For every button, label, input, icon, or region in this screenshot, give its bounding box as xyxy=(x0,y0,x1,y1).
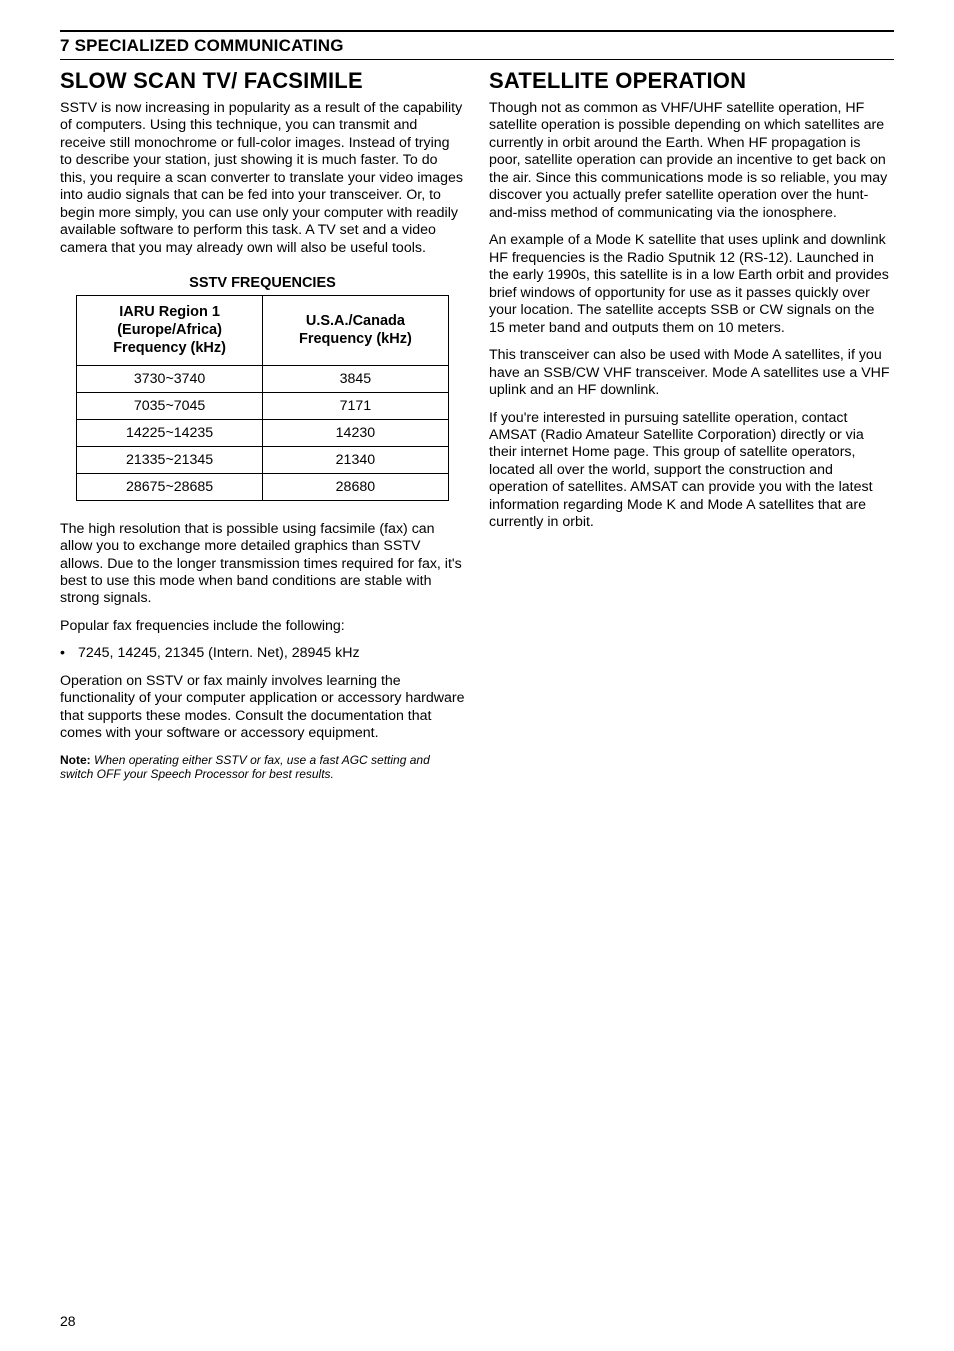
sstv-paragraph-4: Operation on SSTV or fax mainly involves… xyxy=(60,673,465,743)
freq-cell: 21335~21345 xyxy=(77,446,263,473)
sstv-paragraph-1: SSTV is now increasing in popularity as … xyxy=(60,100,465,257)
th-line: Frequency (kHz) xyxy=(113,340,226,356)
header-rule-top xyxy=(60,30,894,32)
sat-paragraph-1: Though not as common as VHF/UHF satellit… xyxy=(489,100,894,222)
heading-satellite: SATELLITE OPERATION xyxy=(489,68,894,94)
fax-frequencies-bullet: 7245, 14245, 21345 (Intern. Net), 28945 … xyxy=(60,645,465,662)
th-line: IARU Region 1 xyxy=(119,304,220,320)
freq-cell: 3730~3740 xyxy=(77,365,263,392)
sat-paragraph-4: If you're interested in pursuing satelli… xyxy=(489,410,894,532)
sstv-paragraph-3: Popular fax frequencies include the foll… xyxy=(60,618,465,635)
freq-cell: 7171 xyxy=(263,392,449,419)
table-row: 14225~14235 14230 xyxy=(77,419,449,446)
note-text: When operating either SSTV or fax, use a… xyxy=(60,753,430,781)
table-row: 3730~3740 3845 xyxy=(77,365,449,392)
heading-sstv: SLOW SCAN TV/ FACSIMILE xyxy=(60,68,465,94)
sstv-table-title: SSTV FREQUENCIES xyxy=(60,275,465,291)
table-row: 28675~28685 28680 xyxy=(77,473,449,500)
table-header-row: IARU Region 1 (Europe/Africa) Frequency … xyxy=(77,296,449,365)
table-row: 7035~7045 7171 xyxy=(77,392,449,419)
freq-cell: 28680 xyxy=(263,473,449,500)
freq-cell: 21340 xyxy=(263,446,449,473)
note-label: Note: xyxy=(60,753,91,767)
freq-cell: 7035~7045 xyxy=(77,392,263,419)
th-line: Frequency (kHz) xyxy=(299,331,412,347)
sat-paragraph-2: An example of a Mode K satellite that us… xyxy=(489,232,894,337)
chapter-title: 7 SPECIALIZED COMMUNICATING xyxy=(60,35,894,59)
freq-cell: 14225~14235 xyxy=(77,419,263,446)
page-number: 28 xyxy=(60,1313,76,1329)
table-header-iaru: IARU Region 1 (Europe/Africa) Frequency … xyxy=(77,296,263,365)
header-rule-bottom xyxy=(60,59,894,60)
sstv-note: Note: When operating either SSTV or fax,… xyxy=(60,753,465,782)
table-header-usa: U.S.A./Canada Frequency (kHz) xyxy=(263,296,449,365)
th-line: U.S.A./Canada xyxy=(306,313,405,329)
sstv-paragraph-2: The high resolution that is possible usi… xyxy=(60,521,465,608)
freq-cell: 3845 xyxy=(263,365,449,392)
sat-paragraph-3: This transceiver can also be used with M… xyxy=(489,347,894,399)
sstv-frequency-table: IARU Region 1 (Europe/Africa) Frequency … xyxy=(76,295,449,500)
right-column: SATELLITE OPERATION Though not as common… xyxy=(489,68,894,782)
freq-cell: 14230 xyxy=(263,419,449,446)
freq-cell: 28675~28685 xyxy=(77,473,263,500)
table-row: 21335~21345 21340 xyxy=(77,446,449,473)
content-columns: SLOW SCAN TV/ FACSIMILE SSTV is now incr… xyxy=(60,68,894,782)
left-column: SLOW SCAN TV/ FACSIMILE SSTV is now incr… xyxy=(60,68,465,782)
bullet-text: 7245, 14245, 21345 (Intern. Net), 28945 … xyxy=(78,645,360,661)
th-line: (Europe/Africa) xyxy=(117,322,222,338)
